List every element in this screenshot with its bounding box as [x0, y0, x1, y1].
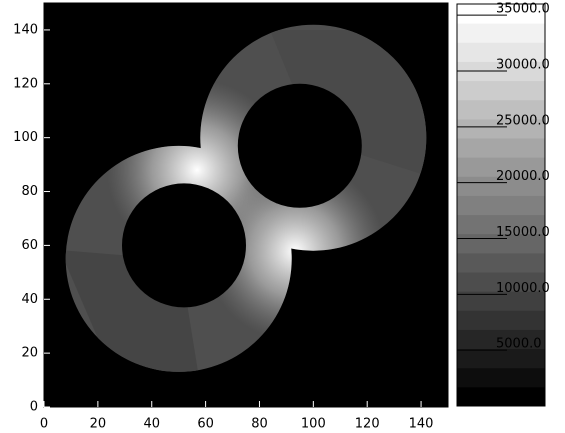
colorbar-tick-label: 35000.0: [496, 2, 550, 17]
colorbar-band: [457, 42, 545, 62]
y-tick-label: 40: [21, 292, 38, 307]
x-tick-label: 100: [301, 417, 326, 432]
colorbar-band: [457, 386, 545, 407]
colorbar-band: [457, 310, 545, 330]
colorbar-band: [457, 176, 545, 196]
y-tick-label: 100: [13, 130, 38, 145]
y-tick-label: 60: [21, 238, 38, 253]
colorbar-band: [457, 348, 545, 369]
colorbar-tick-label: 10000.0: [496, 281, 550, 296]
y-tick-label: 80: [21, 184, 38, 199]
hole: [122, 183, 246, 308]
colorbar-band: [457, 272, 545, 292]
colorbar-band: [457, 99, 545, 120]
colorbar-band: [457, 195, 545, 216]
colorbar-band: [457, 291, 545, 311]
colorbar-tick-label: 0.0: [496, 393, 517, 408]
colorbar-band: [457, 118, 545, 139]
plot-frame: [43, 2, 449, 408]
colorbar-band: [457, 23, 545, 43]
colorbar-band: [457, 4, 545, 24]
colorbar-band: [457, 367, 545, 388]
colorbar-tick-label: 25000.0: [496, 113, 550, 128]
x-tick-label: 80: [251, 417, 268, 432]
colorbar-tick-label: 15000.0: [496, 225, 550, 240]
colorbar-band: [457, 80, 545, 101]
colorbar-band: [457, 329, 545, 350]
x-tick-label: 60: [197, 417, 214, 432]
colorbar-tick-label: 20000.0: [496, 169, 550, 184]
x-tick-label: 0: [40, 417, 48, 432]
x-tick-label: 40: [143, 417, 160, 432]
colorbar-tick-label: 30000.0: [496, 58, 550, 73]
colorbar-band: [457, 214, 545, 235]
x-tick-label: 140: [409, 417, 434, 432]
y-tick-label: 140: [13, 22, 38, 37]
y-tick-label: 0: [30, 400, 38, 415]
colorbar-band: [457, 252, 545, 273]
hole: [237, 83, 362, 208]
y-tick-label: 20: [21, 346, 38, 361]
colorbar-band: [457, 157, 545, 177]
colorbar-tick-label: 5000.0: [496, 337, 542, 352]
y-tick-label: 120: [13, 76, 38, 91]
colorbar-band: [457, 138, 545, 158]
colorbar: [457, 4, 545, 407]
x-tick-label: 120: [355, 417, 380, 432]
x-tick-label: 20: [90, 417, 107, 432]
